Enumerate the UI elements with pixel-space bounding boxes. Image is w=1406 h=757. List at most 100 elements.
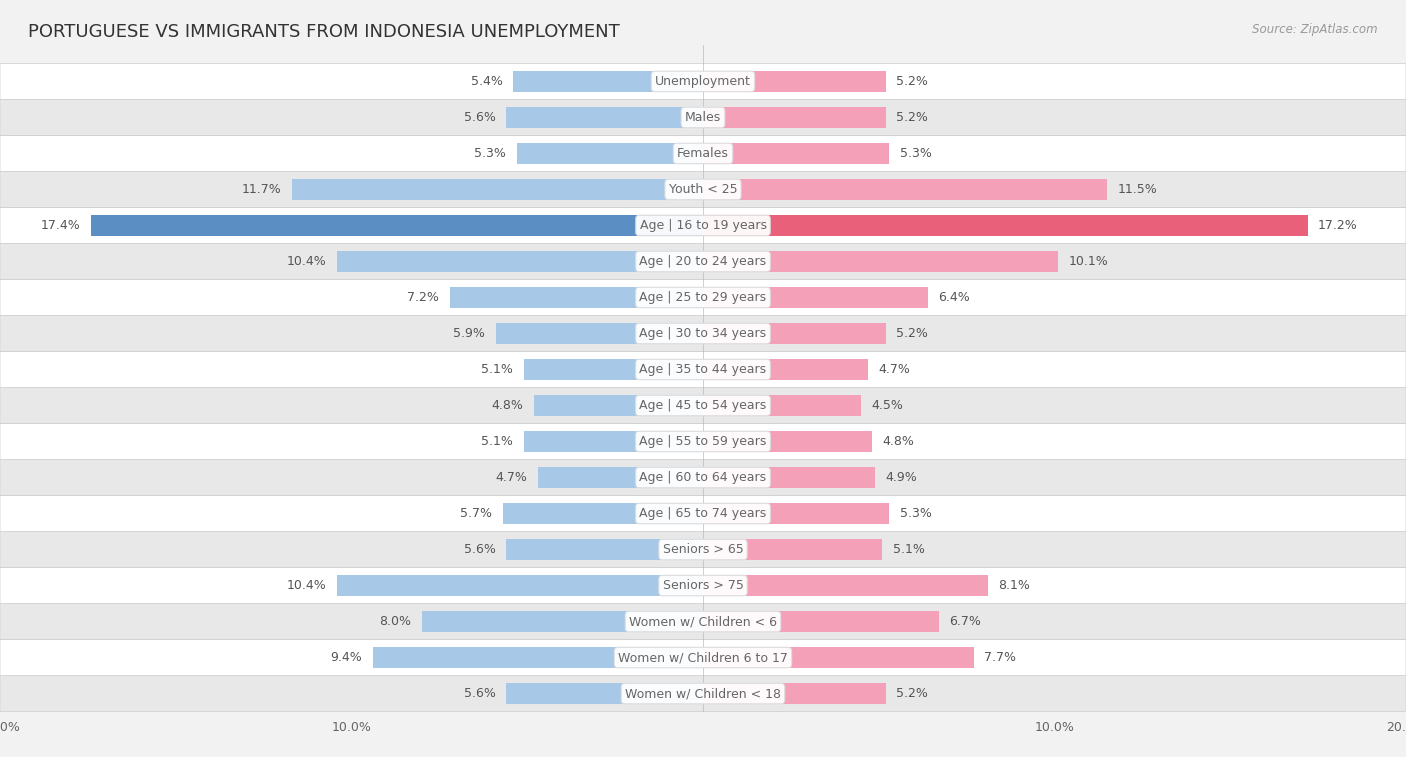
- FancyBboxPatch shape: [0, 388, 1406, 423]
- Text: Seniors > 75: Seniors > 75: [662, 579, 744, 592]
- Bar: [703, 431, 872, 453]
- Bar: [703, 142, 889, 164]
- Text: Age | 20 to 24 years: Age | 20 to 24 years: [640, 255, 766, 268]
- Bar: [703, 287, 928, 308]
- Text: 6.4%: 6.4%: [939, 291, 970, 304]
- Bar: [703, 646, 973, 668]
- Bar: [703, 503, 889, 525]
- Bar: [703, 70, 886, 92]
- Bar: [91, 215, 703, 236]
- Bar: [422, 611, 703, 632]
- FancyBboxPatch shape: [0, 351, 1406, 388]
- Bar: [534, 394, 703, 416]
- Text: 5.6%: 5.6%: [464, 687, 496, 700]
- Text: Source: ZipAtlas.com: Source: ZipAtlas.com: [1253, 23, 1378, 36]
- Text: 6.7%: 6.7%: [949, 615, 981, 628]
- Text: 7.2%: 7.2%: [408, 291, 439, 304]
- Text: 8.1%: 8.1%: [998, 579, 1031, 592]
- Text: Age | 55 to 59 years: Age | 55 to 59 years: [640, 435, 766, 448]
- FancyBboxPatch shape: [0, 459, 1406, 496]
- Text: 5.6%: 5.6%: [464, 111, 496, 124]
- Text: PORTUGUESE VS IMMIGRANTS FROM INDONESIA UNEMPLOYMENT: PORTUGUESE VS IMMIGRANTS FROM INDONESIA …: [28, 23, 620, 41]
- FancyBboxPatch shape: [0, 603, 1406, 640]
- Text: 10.1%: 10.1%: [1069, 255, 1108, 268]
- FancyBboxPatch shape: [0, 171, 1406, 207]
- Bar: [703, 575, 987, 597]
- Bar: [503, 503, 703, 525]
- FancyBboxPatch shape: [0, 423, 1406, 459]
- Text: Age | 30 to 34 years: Age | 30 to 34 years: [640, 327, 766, 340]
- Text: 5.2%: 5.2%: [897, 111, 928, 124]
- Text: 5.7%: 5.7%: [460, 507, 492, 520]
- FancyBboxPatch shape: [0, 496, 1406, 531]
- Bar: [703, 107, 886, 128]
- Text: 4.5%: 4.5%: [872, 399, 904, 412]
- Bar: [524, 431, 703, 453]
- Bar: [506, 683, 703, 704]
- Bar: [517, 142, 703, 164]
- Text: 5.2%: 5.2%: [897, 327, 928, 340]
- Text: Age | 25 to 29 years: Age | 25 to 29 years: [640, 291, 766, 304]
- FancyBboxPatch shape: [0, 207, 1406, 244]
- Text: 10.4%: 10.4%: [287, 579, 326, 592]
- Text: 5.1%: 5.1%: [893, 543, 925, 556]
- Text: Age | 45 to 54 years: Age | 45 to 54 years: [640, 399, 766, 412]
- Bar: [506, 539, 703, 560]
- Text: 17.2%: 17.2%: [1319, 219, 1358, 232]
- Text: 5.2%: 5.2%: [897, 687, 928, 700]
- Bar: [703, 179, 1108, 201]
- Text: 4.9%: 4.9%: [886, 471, 918, 484]
- Text: Women w/ Children 6 to 17: Women w/ Children 6 to 17: [619, 651, 787, 664]
- Text: 5.3%: 5.3%: [900, 507, 932, 520]
- Text: 17.4%: 17.4%: [41, 219, 82, 232]
- Text: Women w/ Children < 18: Women w/ Children < 18: [626, 687, 780, 700]
- Text: 10.4%: 10.4%: [287, 255, 326, 268]
- Bar: [450, 287, 703, 308]
- Text: 4.8%: 4.8%: [883, 435, 914, 448]
- Text: 9.4%: 9.4%: [330, 651, 363, 664]
- Text: 4.7%: 4.7%: [495, 471, 527, 484]
- Text: Age | 60 to 64 years: Age | 60 to 64 years: [640, 471, 766, 484]
- Text: 7.7%: 7.7%: [984, 651, 1017, 664]
- Bar: [524, 359, 703, 380]
- Legend: Portuguese, Immigrants from Indonesia: Portuguese, Immigrants from Indonesia: [526, 752, 880, 757]
- Text: 5.3%: 5.3%: [900, 147, 932, 160]
- Bar: [373, 646, 703, 668]
- Text: Women w/ Children < 6: Women w/ Children < 6: [628, 615, 778, 628]
- Bar: [703, 539, 883, 560]
- FancyBboxPatch shape: [0, 279, 1406, 316]
- Bar: [506, 107, 703, 128]
- FancyBboxPatch shape: [0, 99, 1406, 136]
- Bar: [337, 575, 703, 597]
- Text: 5.9%: 5.9%: [453, 327, 485, 340]
- Bar: [337, 251, 703, 273]
- Text: Seniors > 65: Seniors > 65: [662, 543, 744, 556]
- Bar: [703, 683, 886, 704]
- Text: 5.2%: 5.2%: [897, 75, 928, 88]
- Bar: [292, 179, 703, 201]
- Bar: [703, 467, 875, 488]
- Text: Age | 35 to 44 years: Age | 35 to 44 years: [640, 363, 766, 376]
- Text: Males: Males: [685, 111, 721, 124]
- Text: 5.3%: 5.3%: [474, 147, 506, 160]
- Text: Age | 65 to 74 years: Age | 65 to 74 years: [640, 507, 766, 520]
- Text: Age | 16 to 19 years: Age | 16 to 19 years: [640, 219, 766, 232]
- FancyBboxPatch shape: [0, 316, 1406, 351]
- FancyBboxPatch shape: [0, 640, 1406, 675]
- Bar: [703, 251, 1057, 273]
- FancyBboxPatch shape: [0, 136, 1406, 171]
- Text: Unemployment: Unemployment: [655, 75, 751, 88]
- Text: 5.4%: 5.4%: [471, 75, 503, 88]
- FancyBboxPatch shape: [0, 64, 1406, 99]
- Bar: [703, 359, 869, 380]
- FancyBboxPatch shape: [0, 675, 1406, 712]
- Text: Females: Females: [678, 147, 728, 160]
- Bar: [537, 467, 703, 488]
- Text: 8.0%: 8.0%: [380, 615, 412, 628]
- Text: 4.7%: 4.7%: [879, 363, 911, 376]
- Bar: [513, 70, 703, 92]
- FancyBboxPatch shape: [0, 568, 1406, 603]
- Text: 11.7%: 11.7%: [242, 183, 281, 196]
- FancyBboxPatch shape: [0, 531, 1406, 568]
- Bar: [703, 322, 886, 344]
